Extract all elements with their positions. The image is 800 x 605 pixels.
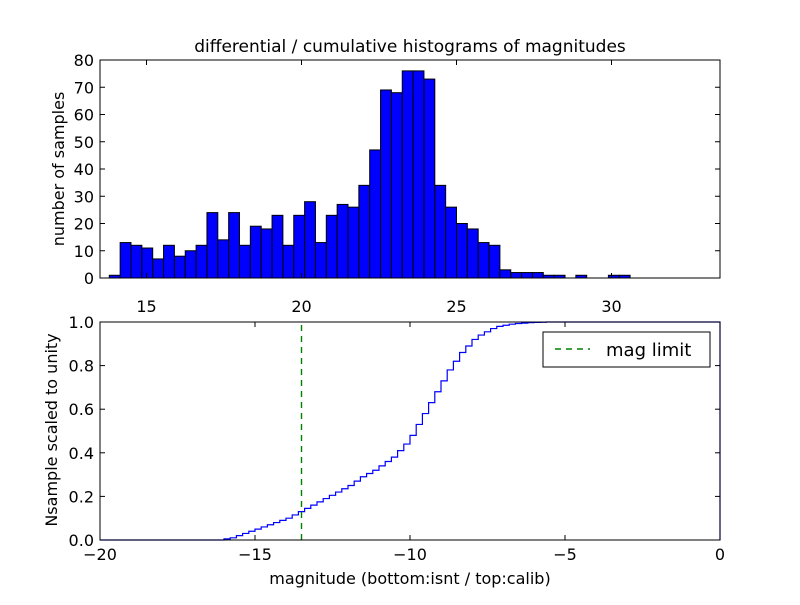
histogram-bar — [466, 228, 479, 279]
x-tick-label-bottom: −20 — [83, 545, 117, 564]
x-tick-label-bottom: 0 — [715, 545, 725, 564]
histogram-bar — [477, 242, 490, 279]
y-tick-label-bottom: 0.0 — [69, 531, 94, 550]
y-tick-label-bottom: 1.0 — [69, 313, 94, 332]
histogram-bar — [423, 78, 436, 279]
top-ticks: 0 10 20 30 40 50 60 70 80 15 20 25 30 — [74, 51, 720, 316]
histogram-bar — [347, 206, 360, 279]
histogram-bar — [260, 228, 273, 279]
histogram-bar — [184, 250, 197, 279]
histogram-bar — [380, 89, 392, 279]
x-tick-label-top: 20 — [291, 297, 311, 316]
histogram-bar — [434, 184, 447, 279]
histogram-bar — [369, 149, 382, 279]
histogram-bar — [228, 212, 240, 279]
x-tick-label-top: 15 — [136, 297, 156, 316]
histogram-bar — [304, 201, 316, 279]
x-tick-label-top: 25 — [446, 297, 466, 316]
histogram-bar — [510, 272, 523, 279]
histogram-bar — [152, 258, 165, 279]
y-tick-label-top: 60 — [74, 106, 94, 125]
histogram-bar — [119, 242, 132, 279]
histogram-bar — [173, 255, 186, 279]
chart-title: differential / cumulative histograms of … — [194, 37, 626, 57]
histogram-bar — [163, 244, 175, 279]
histogram-bar — [358, 184, 371, 279]
histogram-bar — [195, 244, 208, 279]
x-tick-label-bottom: −15 — [238, 545, 272, 564]
x-tick-label-bottom: −10 — [393, 545, 427, 564]
histogram-panel: differential / cumulative histograms of … — [49, 37, 721, 316]
histogram-bar — [445, 206, 457, 279]
histogram-bar — [456, 223, 468, 279]
x-axis-label-bottom: magnitude (bottom:isnt / top:calib) — [269, 569, 550, 588]
histogram-bar — [282, 244, 295, 279]
legend-box — [542, 331, 711, 368]
histogram-bar — [401, 70, 414, 279]
histogram-bar — [293, 214, 306, 279]
y-tick-label-top: 0 — [84, 269, 94, 288]
histogram-bar — [390, 92, 403, 279]
bottom-ticks: 0.0 0.2 0.4 0.6 0.8 1.0 −20 −15 −10 −5 0 — [69, 313, 726, 564]
histogram-bar — [217, 239, 230, 279]
legend: mag limit — [542, 331, 711, 368]
histogram-bar — [521, 272, 533, 279]
y-axis-label-bottom: Nsample scaled to unity — [42, 333, 61, 526]
histogram-bar — [412, 70, 425, 279]
y-tick-label-top: 10 — [74, 242, 94, 261]
top-plot-frame — [99, 59, 721, 279]
y-tick-label-top: 50 — [74, 133, 94, 152]
y-tick-label-top: 30 — [74, 187, 94, 206]
cumulative-step-line — [100, 321, 721, 541]
histogram-bar — [141, 247, 154, 279]
y-tick-label-bottom: 0.2 — [69, 487, 94, 506]
histogram-bar — [531, 272, 544, 279]
y-tick-label-bottom: 0.4 — [69, 444, 94, 463]
histogram-bar — [249, 225, 262, 279]
histogram-bar — [499, 269, 512, 279]
histogram-bar — [488, 244, 501, 279]
bottom-plot-frame — [99, 321, 721, 541]
x-tick-label-top: 30 — [601, 297, 621, 316]
cumulative-lines — [100, 321, 721, 541]
y-tick-label-bottom: 0.6 — [69, 400, 94, 419]
y-tick-label-top: 20 — [74, 215, 94, 234]
x-tick-label-bottom: −5 — [553, 545, 577, 564]
y-tick-label-top: 80 — [74, 51, 94, 70]
histogram-bars — [108, 70, 631, 279]
histogram-bar — [336, 203, 349, 279]
y-tick-label-bottom: 0.8 — [69, 357, 94, 376]
y-tick-label-top: 70 — [74, 78, 94, 97]
y-tick-label-top: 40 — [74, 160, 94, 179]
histogram-bar — [239, 244, 251, 279]
histogram-bar — [206, 212, 219, 279]
legend-label: mag limit — [606, 340, 691, 361]
cumulative-panel: Nsample scaled to unity magnitude (botto… — [42, 313, 725, 588]
histogram-bar — [130, 244, 143, 279]
histogram-bar — [314, 242, 327, 279]
y-axis-label-top: number of samples — [49, 92, 68, 247]
histogram-bar — [271, 214, 284, 279]
histogram-bar — [325, 214, 338, 279]
